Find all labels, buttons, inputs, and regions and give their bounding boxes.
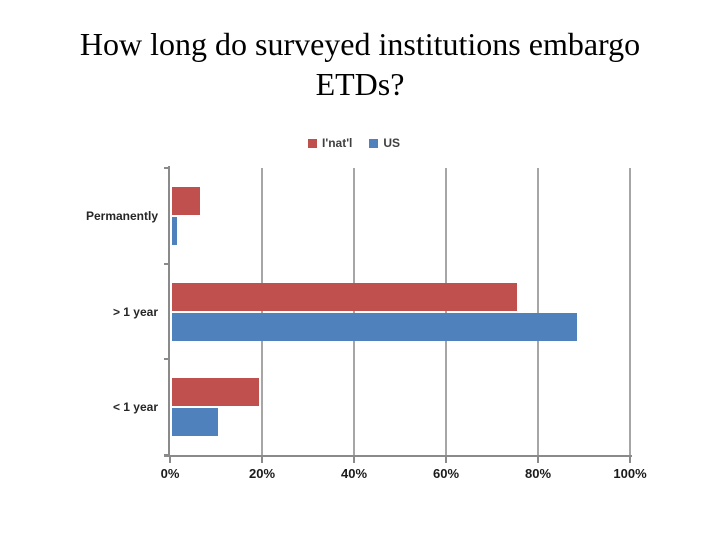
category-label-1year: > 1 year: [112, 304, 158, 319]
bar-us-1year: [172, 312, 577, 341]
bar-inatl-1year: [172, 282, 517, 311]
legend-item-intl: I'nat'l: [308, 136, 352, 150]
slide-title: How long do surveyed institutions embarg…: [0, 24, 720, 104]
x-axis-label-60: 60%: [432, 466, 460, 481]
bar-inatl-permanently: [172, 186, 200, 215]
x-axis-line: [164, 455, 632, 457]
x-axis-label-0: 0%: [160, 466, 180, 481]
y-axis-tick-2: [164, 358, 170, 361]
y-axis-tick-3: [164, 454, 170, 456]
legend-label-us: US: [383, 136, 401, 150]
y-axis-line: [168, 166, 170, 457]
x-axis-label-20: 20%: [248, 466, 276, 481]
legend-swatch-us: [369, 138, 379, 148]
y-axis-tick-0: [164, 167, 170, 169]
x-axis-tick-0: [169, 456, 171, 463]
x-axis-tick-40: [353, 456, 355, 463]
slide-title-line1: How long do surveyed institutions embarg…: [79, 26, 641, 62]
y-axis-tick-1: [164, 262, 170, 265]
gridline-60: [445, 168, 447, 455]
gridline-100: [629, 168, 631, 455]
gridline-20: [261, 168, 263, 455]
x-axis-label-100: 100%: [613, 466, 647, 481]
gridline-40: [353, 168, 355, 455]
legend-item-us: US: [369, 136, 400, 150]
chart-legend: I'nat'l US: [308, 136, 400, 150]
legend-swatch-intl: [308, 138, 317, 148]
x-axis-tick-80: [537, 456, 539, 463]
x-axis-tick-100: [629, 456, 631, 463]
x-axis-label-80: 80%: [524, 466, 552, 481]
plot-area: [170, 168, 631, 455]
legend-label-intl: I'nat'l: [322, 136, 353, 150]
x-axis-tick-20: [261, 456, 263, 463]
bar-inatl-1year: [172, 378, 260, 407]
gridline-80: [537, 168, 539, 455]
category-label-1year: < 1 year: [112, 400, 158, 415]
x-axis-tick-60: [445, 456, 447, 463]
x-axis-label-40: 40%: [340, 466, 368, 481]
slide-title-line2: ETDs?: [315, 66, 405, 102]
bar-us-permanently: [172, 216, 177, 245]
bar-us-1year: [172, 408, 218, 437]
category-label-permanently: Permanently: [85, 208, 158, 223]
